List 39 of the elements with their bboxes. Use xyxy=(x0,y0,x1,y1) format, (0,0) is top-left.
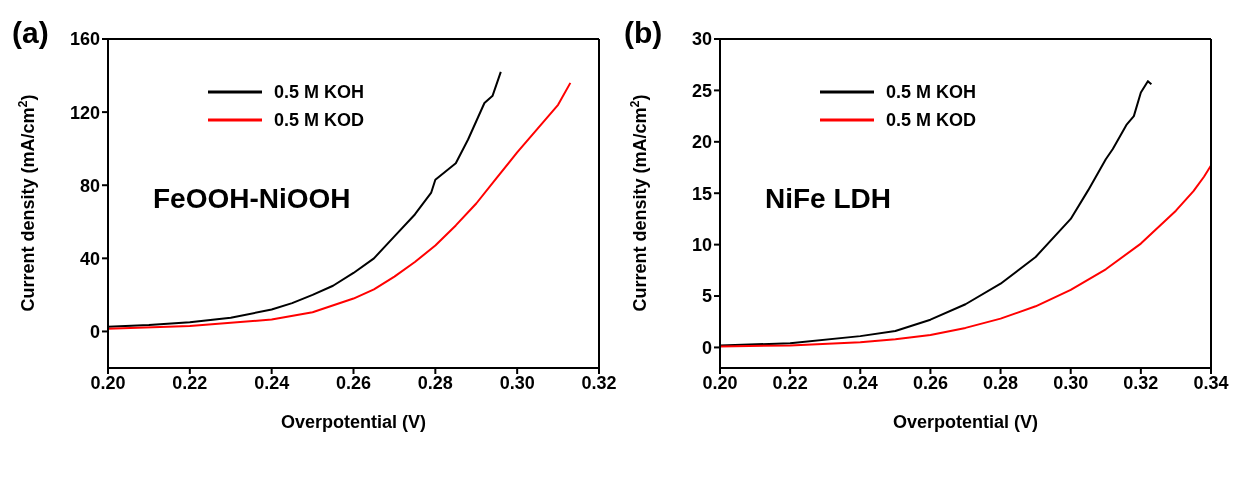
x-tick-label: 0.28 xyxy=(417,372,453,393)
y-tick-label: 10 xyxy=(691,235,712,256)
legend-label: 0.5 M KOD xyxy=(274,109,365,131)
x-tick-label: 0.30 xyxy=(499,372,535,393)
y-tick-label: 80 xyxy=(79,175,100,196)
annotation: NiFe LDH xyxy=(765,183,891,215)
y-tick-label: 15 xyxy=(691,183,712,204)
y-tick-label: 120 xyxy=(69,102,100,123)
x-tick-label: 0.30 xyxy=(1053,372,1089,393)
y-tick-label: 0 xyxy=(89,321,100,342)
chart-title: (a) xyxy=(12,16,49,50)
line-series xyxy=(108,81,572,330)
x-tick-label: 0.26 xyxy=(912,372,948,393)
annotation: FeOOH-NiOOH xyxy=(153,183,351,215)
legend-label: 0.5 M KOH xyxy=(274,81,365,103)
x-tick-label: 0.20 xyxy=(90,372,126,393)
x-tick-label: 0.32 xyxy=(581,372,617,393)
x-tick-label: 0.26 xyxy=(335,372,372,393)
x-tick-label: 0.24 xyxy=(842,372,878,393)
line-series xyxy=(720,164,1211,348)
y-tick-label: 25 xyxy=(691,80,712,101)
x-tick-label: 0.34 xyxy=(1193,372,1229,393)
x-tick-label: 0.24 xyxy=(254,372,290,393)
chart-title: (b) xyxy=(624,16,663,50)
y-tick-label: 20 xyxy=(691,132,712,153)
legend-label: 0.5 M KOD xyxy=(886,109,977,131)
y-tick-label: 0 xyxy=(701,337,712,358)
x-tick-label: 0.22 xyxy=(172,372,208,393)
x-tick-label: 0.32 xyxy=(1123,372,1159,393)
x-tick-label: 0.20 xyxy=(702,372,738,393)
y-tick-label: 5 xyxy=(701,286,712,307)
x-axis-title: Overpotential (V) xyxy=(280,412,427,432)
x-axis-title: Overpotential (V) xyxy=(892,412,1039,432)
legend-label: 0.5 M KOH xyxy=(886,81,977,103)
y-tick-label: 160 xyxy=(69,29,100,50)
x-tick-label: 0.28 xyxy=(983,372,1019,393)
x-tick-label: 0.22 xyxy=(772,372,808,393)
y-tick-label: 30 xyxy=(691,29,712,50)
y-tick-label: 40 xyxy=(79,248,100,269)
